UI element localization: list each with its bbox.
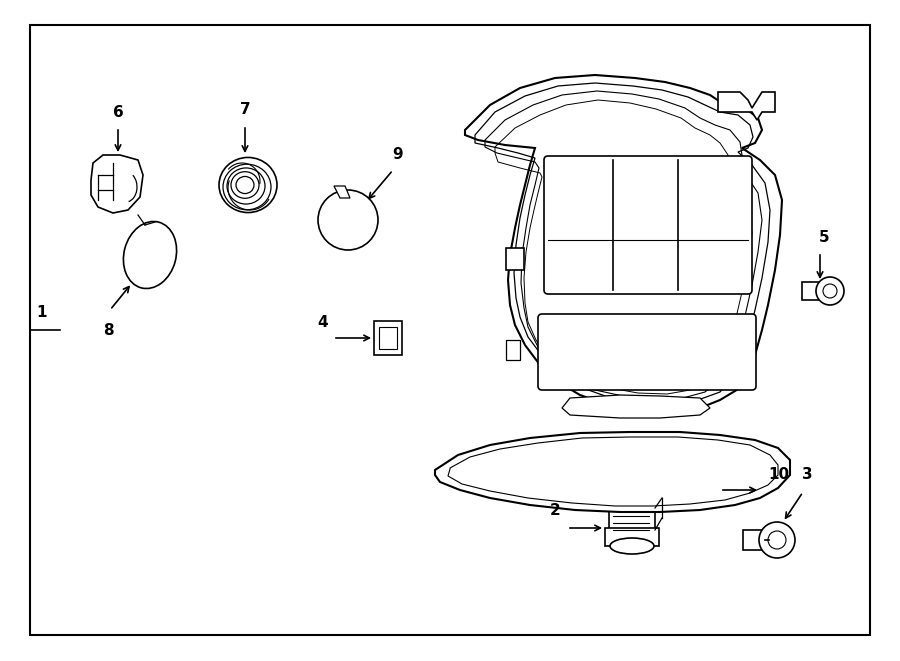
Circle shape xyxy=(759,522,795,558)
Text: 2: 2 xyxy=(550,503,561,518)
Bar xyxy=(609,508,655,530)
Text: 9: 9 xyxy=(392,147,403,162)
Polygon shape xyxy=(91,155,143,213)
Circle shape xyxy=(318,190,378,250)
Bar xyxy=(605,528,659,546)
Bar xyxy=(802,282,822,300)
Bar xyxy=(506,340,520,360)
Polygon shape xyxy=(562,395,710,418)
FancyBboxPatch shape xyxy=(538,314,756,390)
Bar xyxy=(379,327,397,349)
Bar xyxy=(506,248,524,270)
Circle shape xyxy=(823,284,837,298)
Text: 7: 7 xyxy=(239,102,250,117)
Polygon shape xyxy=(718,92,775,120)
Polygon shape xyxy=(435,432,790,512)
Circle shape xyxy=(816,277,844,305)
Ellipse shape xyxy=(610,538,654,554)
Circle shape xyxy=(768,531,786,549)
Text: 6: 6 xyxy=(112,105,123,120)
Bar xyxy=(743,530,765,550)
Text: 4: 4 xyxy=(318,315,328,330)
Polygon shape xyxy=(334,186,350,198)
Bar xyxy=(374,321,402,355)
Text: 10: 10 xyxy=(768,467,789,482)
Text: 1: 1 xyxy=(37,305,47,320)
FancyBboxPatch shape xyxy=(544,156,752,294)
Polygon shape xyxy=(465,75,782,412)
Text: 8: 8 xyxy=(103,323,113,338)
Ellipse shape xyxy=(123,221,176,288)
Text: 3: 3 xyxy=(802,467,813,482)
Text: 5: 5 xyxy=(819,230,829,245)
